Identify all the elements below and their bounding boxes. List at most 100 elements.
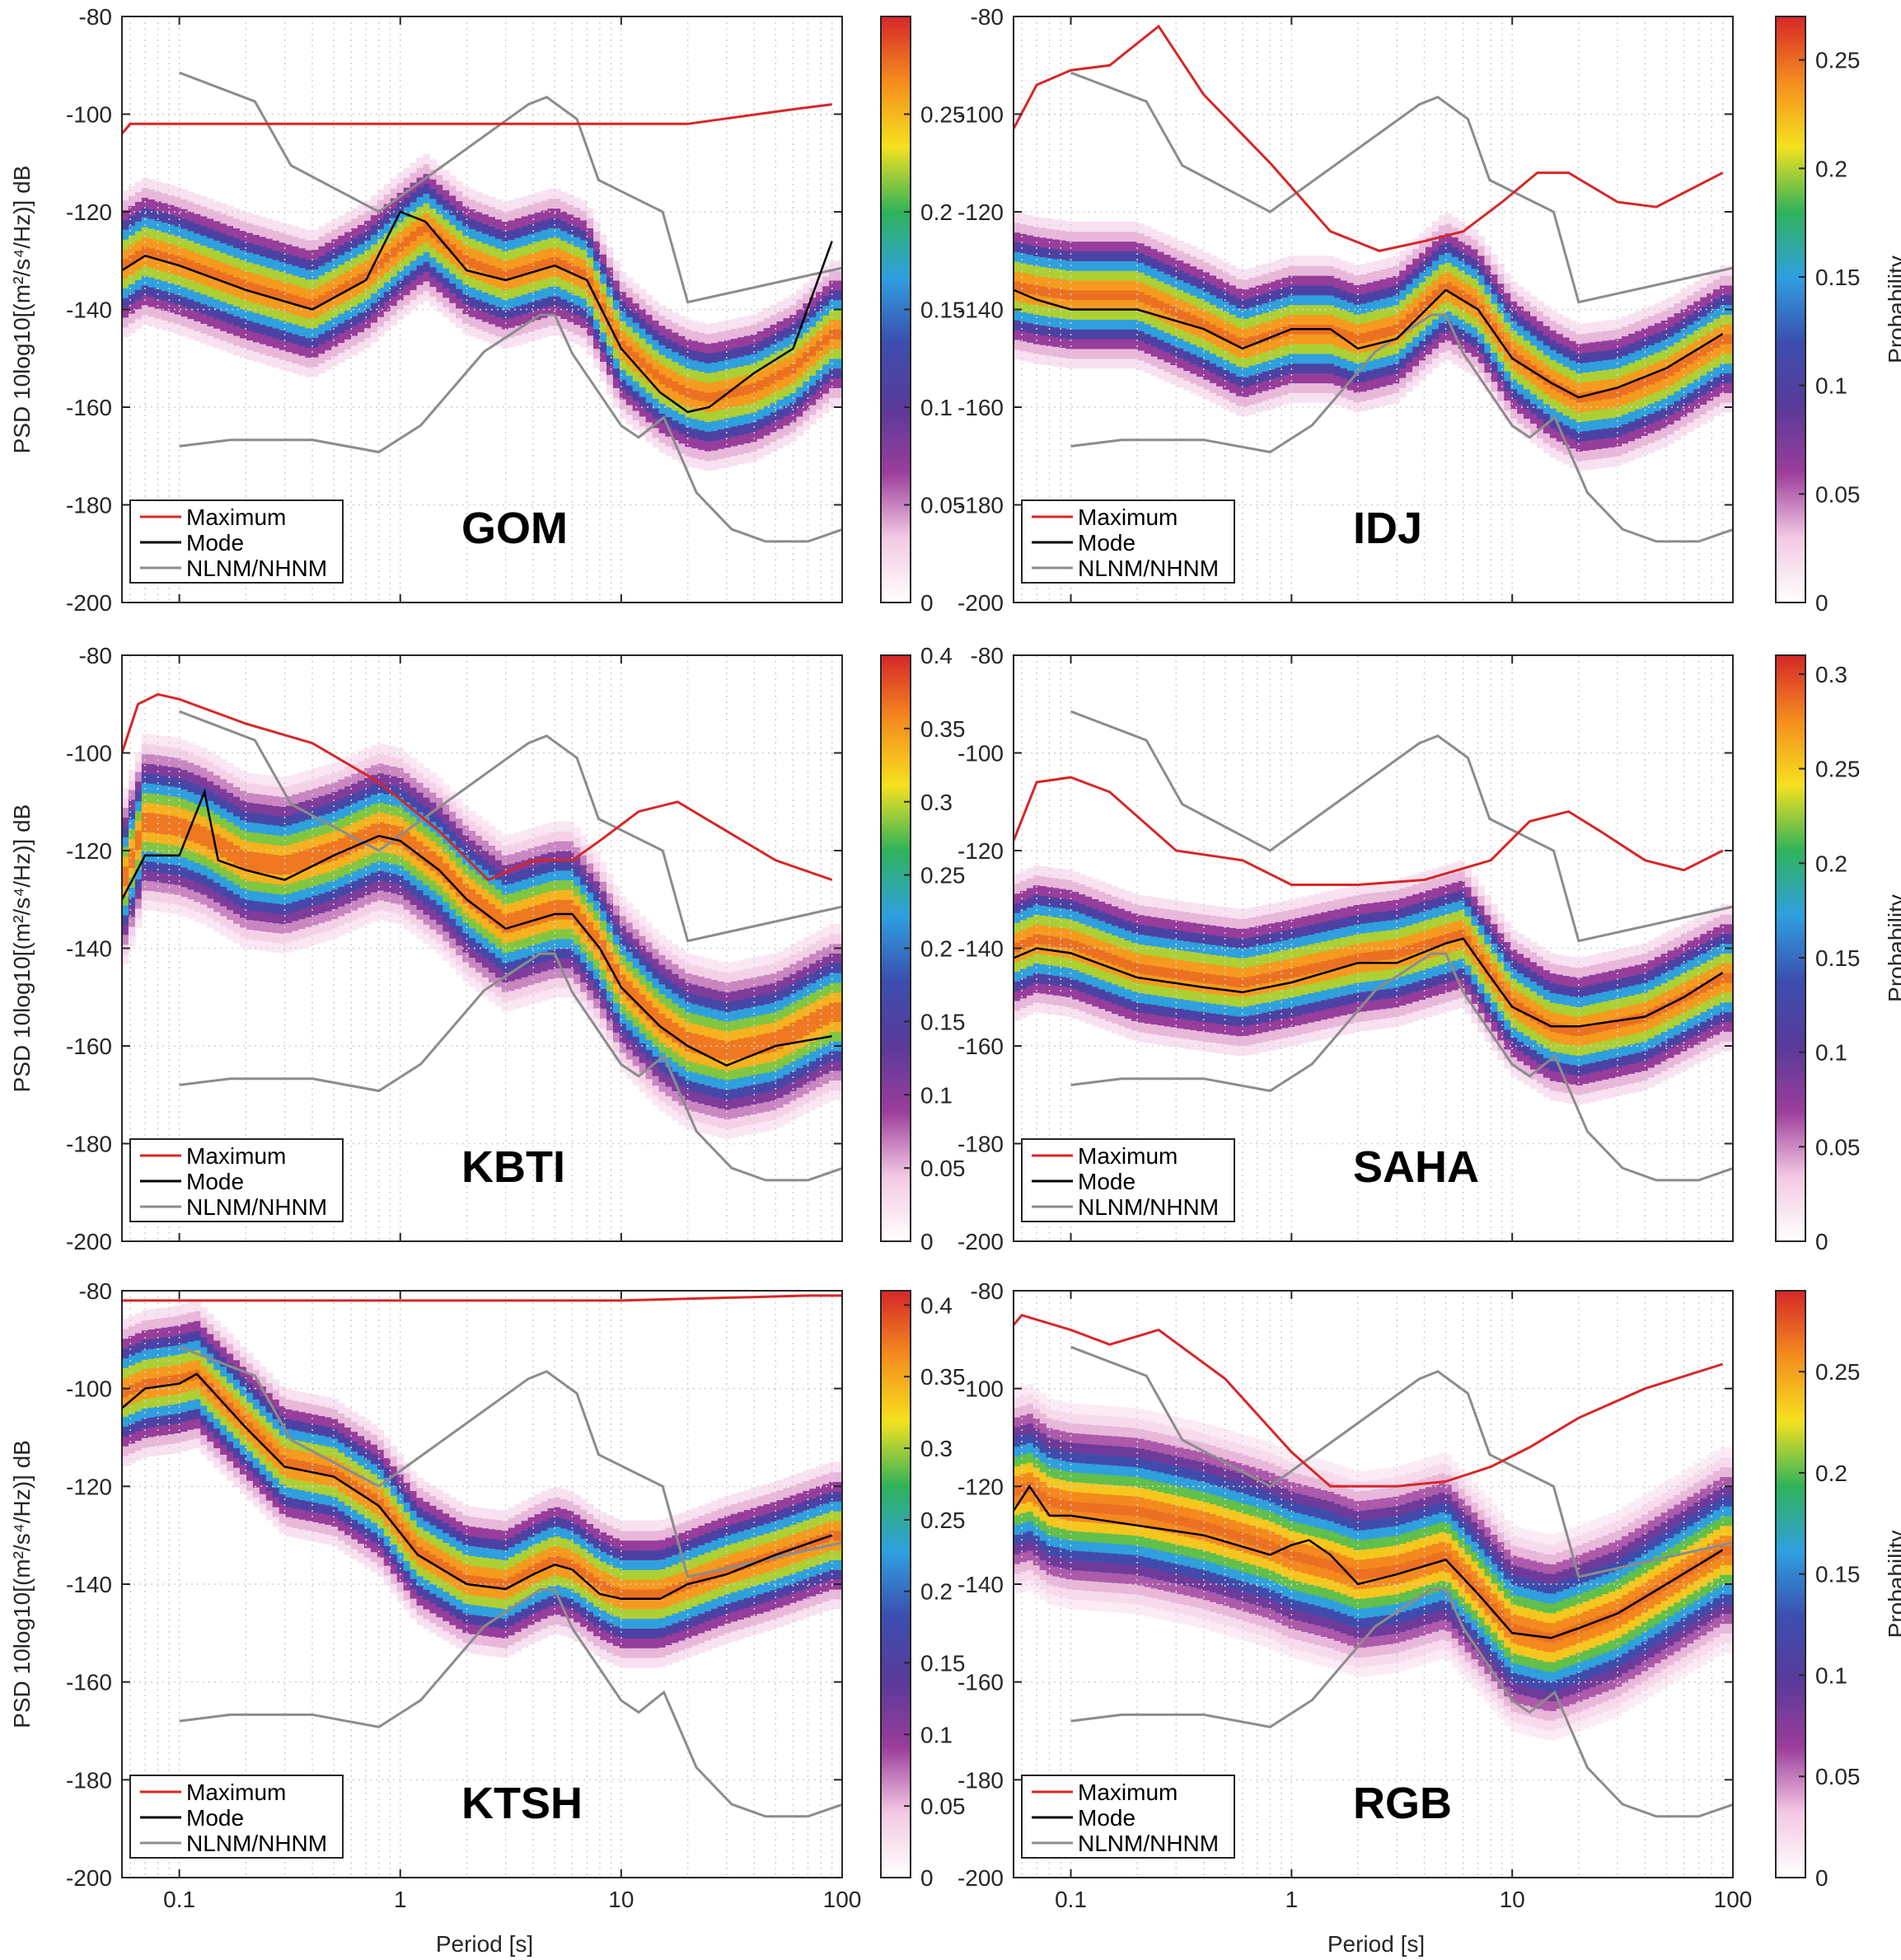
density-cell [1268, 281, 1276, 292]
density-cell [416, 782, 424, 793]
density-cell [580, 298, 588, 309]
density-cell [645, 382, 653, 393]
density-cell [1654, 352, 1662, 363]
density-cell [1112, 358, 1119, 369]
density-cell [1464, 352, 1473, 363]
density-cell [1124, 260, 1132, 271]
density-cell [1085, 348, 1093, 359]
density-cell [1124, 319, 1132, 330]
density-cell [279, 806, 287, 817]
density-cell [770, 324, 778, 335]
density-cell [652, 368, 660, 380]
density-cell [285, 351, 293, 362]
density-cell [1562, 346, 1571, 358]
density-cell [252, 940, 260, 950]
density-cell [501, 251, 509, 261]
density-cell [652, 1095, 660, 1106]
density-cell [508, 249, 516, 260]
density-cell [1327, 314, 1335, 325]
density-cell [358, 293, 365, 303]
density-cell [580, 269, 588, 279]
density-cell [227, 303, 234, 314]
density-cell [194, 911, 201, 922]
density-cell [122, 875, 129, 886]
density-cell [305, 858, 312, 869]
density-cell [1530, 393, 1538, 405]
density-cell [1373, 349, 1380, 359]
density-cell [737, 424, 745, 435]
density-cell [469, 199, 476, 210]
density-cell [1019, 243, 1028, 254]
panel-idj: -80-100-120-140-160-180-200IDJMaximumMod… [958, 4, 1901, 616]
colorbar-tick-label: 0.15 [1815, 265, 1861, 290]
density-cell [527, 321, 536, 332]
density-cell [1530, 325, 1538, 336]
density-cell [1137, 340, 1145, 351]
density-cell [560, 919, 568, 930]
density-cell [541, 951, 548, 962]
density-cell [213, 220, 221, 232]
density-cell [1183, 360, 1191, 372]
density-cell [1622, 443, 1629, 454]
density-cell [718, 370, 725, 381]
density-cell [147, 793, 156, 804]
density-cell [482, 331, 489, 342]
density-cell [174, 748, 182, 758]
density-cell [1622, 404, 1629, 415]
density-cell [1654, 342, 1662, 353]
density-cell [1144, 284, 1152, 295]
density-cell [449, 811, 457, 822]
density-cell [311, 895, 319, 906]
density-cell [587, 970, 594, 981]
density-cell [1379, 357, 1387, 368]
density-cell [1726, 363, 1733, 374]
density-cell [396, 182, 405, 193]
density-cell [351, 792, 358, 804]
density-cell [1589, 341, 1596, 353]
density-cell [554, 978, 561, 988]
density-cell [1464, 235, 1473, 246]
density-cell [1536, 349, 1544, 361]
density-cell [410, 299, 418, 310]
density-cell [763, 327, 771, 338]
density-cell [246, 860, 254, 871]
density-cell [1562, 336, 1571, 348]
density-cell [612, 397, 620, 408]
density-cell [364, 288, 372, 299]
density-cell [351, 247, 358, 258]
density-cell [298, 781, 306, 793]
density-cell [194, 862, 201, 873]
density-cell [567, 948, 574, 959]
density-cell [521, 927, 529, 939]
density-cell [180, 828, 188, 839]
density-cell [259, 794, 267, 804]
density-cell [508, 971, 516, 982]
density-cell [227, 792, 234, 803]
y-tick-label: -80 [79, 4, 112, 30]
density-cell [580, 884, 588, 895]
density-cell [338, 916, 345, 926]
density-cell [514, 940, 522, 950]
density-cell [429, 792, 437, 803]
density-cell [246, 792, 254, 803]
density-cell [383, 901, 391, 912]
density-cell [134, 898, 143, 909]
density-cell [521, 303, 529, 314]
density-cell [593, 279, 601, 291]
density-cell [1674, 391, 1682, 401]
density-cell [587, 286, 594, 297]
density-cell [1707, 371, 1714, 382]
density-cell [403, 167, 411, 178]
y-tick-label: -180 [958, 493, 1004, 518]
density-cell [678, 326, 686, 336]
density-cell [469, 257, 476, 269]
density-cell [1615, 396, 1622, 408]
density-cell [1333, 268, 1341, 279]
density-cell [1092, 329, 1099, 340]
density-cell [494, 830, 503, 842]
density-cell [351, 276, 358, 288]
density-cell [1406, 381, 1413, 392]
density-cell [207, 335, 214, 346]
density-cell [1314, 392, 1322, 403]
density-cell [403, 236, 411, 246]
